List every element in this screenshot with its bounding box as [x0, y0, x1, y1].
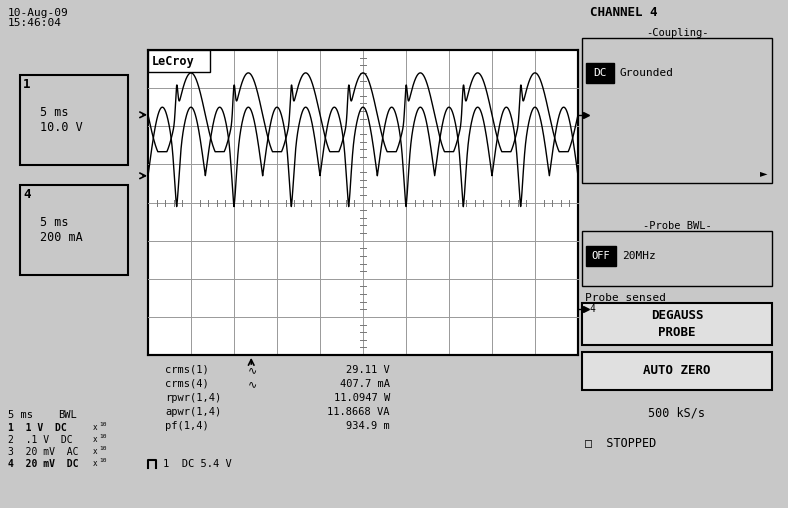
Bar [586, 63, 614, 83]
Text: 407.7 mA: 407.7 mA [340, 379, 390, 389]
Text: 1  DC 5.4 V: 1 DC 5.4 V [163, 459, 232, 469]
Text: ∿: ∿ [248, 379, 258, 389]
Bar [586, 246, 616, 266]
Text: AUTO ZERO: AUTO ZERO [643, 365, 711, 377]
Text: 20MHz: 20MHz [622, 251, 656, 261]
Text: BWL: BWL [58, 410, 76, 420]
Text: 500 kS/s: 500 kS/s [649, 406, 705, 420]
Text: 3  20 mV  AC: 3 20 mV AC [8, 447, 84, 457]
Text: 29.11 V: 29.11 V [346, 365, 390, 375]
Text: 10-Aug-09: 10-Aug-09 [8, 8, 69, 18]
Text: 5 ms
200 mA: 5 ms 200 mA [40, 216, 83, 244]
Text: OFF: OFF [592, 251, 611, 261]
Text: 10: 10 [99, 447, 106, 452]
Text: -Probe BWL-: -Probe BWL- [643, 221, 712, 231]
Text: LeCroy: LeCroy [152, 54, 195, 68]
Text: 11.8668 VA: 11.8668 VA [328, 407, 390, 417]
Text: rpwr(1,4): rpwr(1,4) [165, 393, 221, 403]
Bar [20, 75, 128, 165]
Text: 4  20 mV  DC: 4 20 mV DC [8, 459, 84, 469]
Bar [148, 50, 210, 72]
Text: ∿: ∿ [248, 365, 258, 375]
Bar [148, 50, 578, 355]
Text: apwr(1,4): apwr(1,4) [165, 407, 221, 417]
Text: 4: 4 [590, 304, 596, 314]
Text: 4: 4 [23, 188, 31, 201]
Text: x: x [93, 448, 98, 457]
Text: 10: 10 [99, 423, 106, 428]
Text: 1: 1 [23, 78, 31, 91]
Bar [582, 303, 772, 345]
Text: -Coupling-: -Coupling- [645, 28, 708, 38]
Text: 2  .1 V  DC: 2 .1 V DC [8, 435, 79, 445]
Bar [582, 352, 772, 390]
Text: □  STOPPED: □ STOPPED [585, 436, 656, 450]
Text: 1  1 V  DC: 1 1 V DC [8, 423, 72, 433]
Bar [582, 231, 772, 286]
Text: 11.0947 W: 11.0947 W [334, 393, 390, 403]
Text: DC: DC [593, 68, 607, 78]
Text: crms(1): crms(1) [165, 365, 209, 375]
Text: x: x [93, 424, 98, 432]
Text: 5 ms: 5 ms [8, 410, 33, 420]
Text: 10: 10 [99, 459, 106, 463]
Text: 934.9 m: 934.9 m [346, 421, 390, 431]
Text: CHANNEL 4: CHANNEL 4 [590, 6, 657, 19]
Bar [582, 38, 772, 183]
Text: x: x [93, 460, 98, 468]
Text: DEGAUSS
PROBE: DEGAUSS PROBE [651, 309, 703, 339]
Bar [20, 185, 128, 275]
Text: crms(4): crms(4) [165, 379, 209, 389]
Text: x: x [93, 435, 98, 444]
Text: ►: ► [760, 168, 767, 178]
Text: 5 ms
10.0 V: 5 ms 10.0 V [40, 106, 83, 134]
Text: 10: 10 [99, 434, 106, 439]
Text: 15:46:04: 15:46:04 [8, 18, 62, 28]
Text: Grounded: Grounded [620, 68, 674, 78]
Text: pf(1,4): pf(1,4) [165, 421, 209, 431]
Text: Probe sensed: Probe sensed [585, 293, 666, 303]
Text: (CP015): (CP015) [585, 306, 632, 316]
